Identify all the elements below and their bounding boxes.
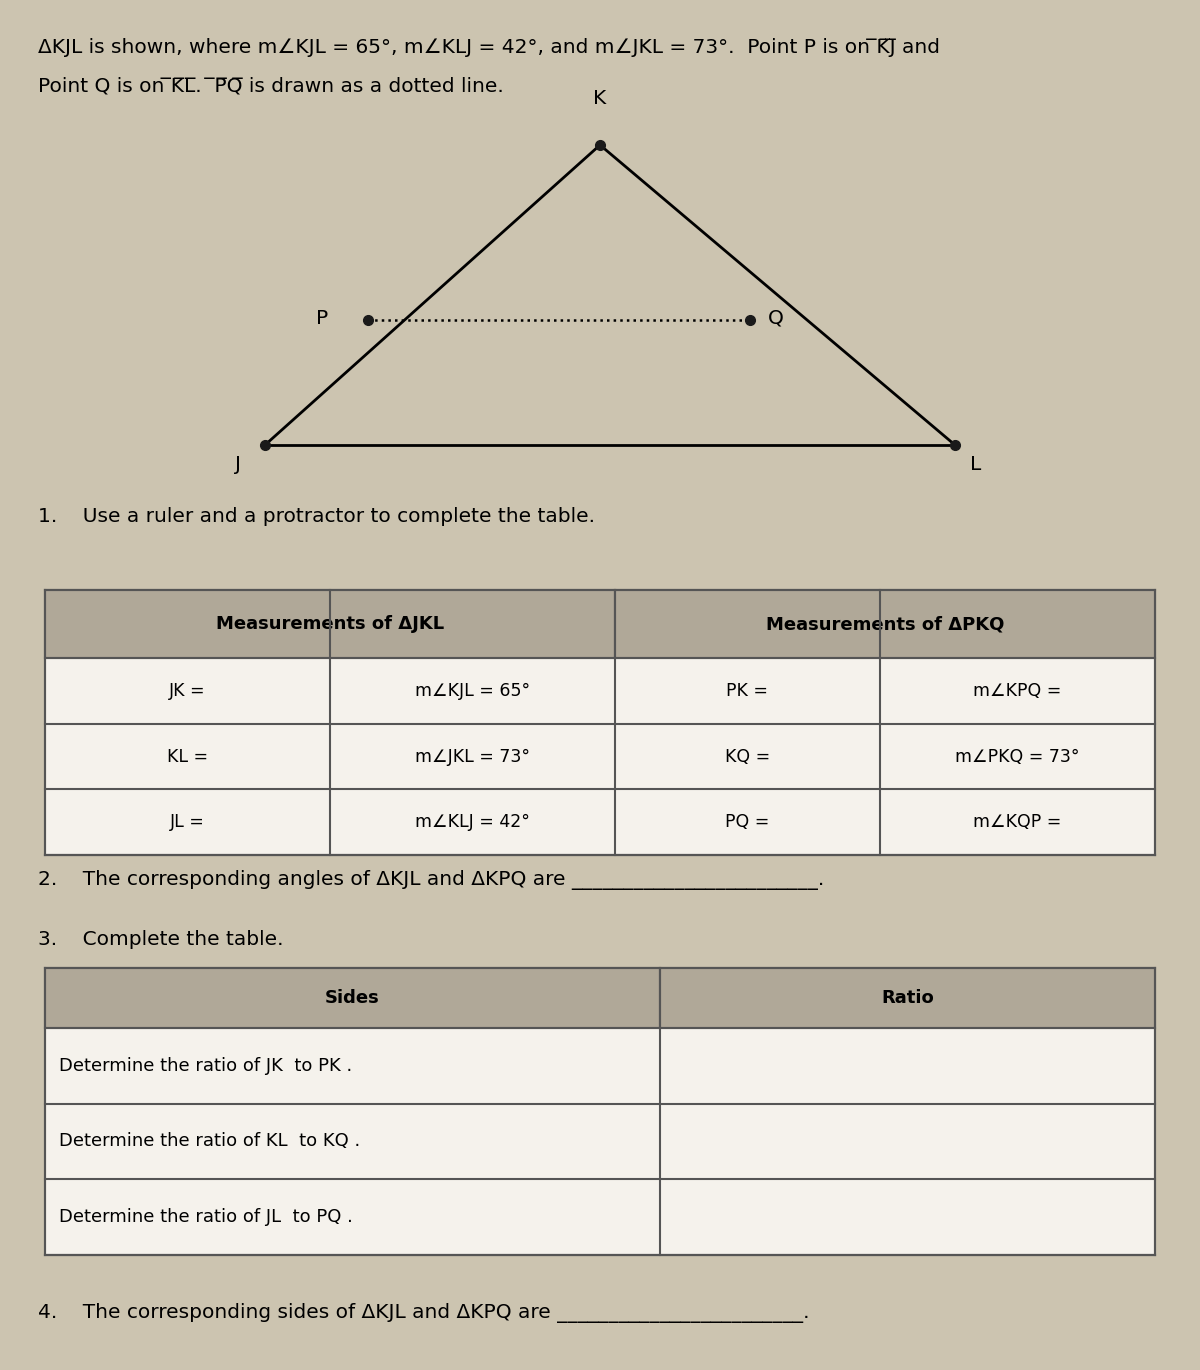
Text: KL =: KL = — [167, 748, 208, 766]
Text: PK =: PK = — [726, 682, 768, 700]
Text: Q: Q — [768, 308, 784, 327]
Text: 4.    The corresponding sides of ΔKJL and ΔKPQ are ________________________.: 4. The corresponding sides of ΔKJL and Δ… — [38, 1303, 810, 1323]
Text: L: L — [970, 455, 982, 474]
Text: ΔKJL is shown, where m∠KJL = 65°, m∠KLJ = 42°, and m∠JKL = 73°.  Point P is on ̅: ΔKJL is shown, where m∠KJL = 65°, m∠KLJ … — [38, 38, 940, 58]
Bar — [660, 969, 1154, 1028]
Bar — [46, 590, 616, 658]
Text: 2.    The corresponding angles of ΔKJL and ΔKPQ are ________________________.: 2. The corresponding angles of ΔKJL and … — [38, 870, 824, 891]
Text: J: J — [235, 455, 241, 474]
Text: Measurements of ΔJKL: Measurements of ΔJKL — [216, 615, 444, 633]
Text: Sides: Sides — [325, 989, 380, 1007]
Text: 1.    Use a ruler and a protractor to complete the table.: 1. Use a ruler and a protractor to compl… — [38, 507, 595, 526]
Text: K: K — [593, 89, 607, 108]
Text: JL =: JL = — [170, 814, 205, 832]
Text: Determine the ratio of JK  to PK .: Determine the ratio of JK to PK . — [59, 1056, 353, 1075]
Text: Measurements of ΔPKQ: Measurements of ΔPKQ — [766, 615, 1004, 633]
Text: Determine the ratio of JL  to PQ .: Determine the ratio of JL to PQ . — [59, 1208, 353, 1226]
Text: m∠KQP =: m∠KQP = — [973, 814, 1062, 832]
Text: JK =: JK = — [169, 682, 206, 700]
Bar — [46, 590, 1154, 855]
Text: m∠PKQ = 73°: m∠PKQ = 73° — [955, 748, 1080, 766]
Text: P: P — [316, 308, 328, 327]
Text: 3.    Complete the table.: 3. Complete the table. — [38, 930, 283, 949]
Bar — [46, 969, 660, 1028]
Text: Determine the ratio of KL  to KQ .: Determine the ratio of KL to KQ . — [59, 1133, 360, 1151]
Text: PQ =: PQ = — [725, 814, 769, 832]
Text: Ratio: Ratio — [881, 989, 934, 1007]
Bar — [46, 969, 1154, 1255]
Text: m∠KJL = 65°: m∠KJL = 65° — [415, 682, 530, 700]
Text: m∠KLJ = 42°: m∠KLJ = 42° — [415, 814, 530, 832]
Text: KQ =: KQ = — [725, 748, 770, 766]
Text: Point Q is on ̅K̅L̅.  ̅P̅Q̅ is drawn as a dotted line.: Point Q is on ̅K̅L̅. ̅P̅Q̅ is drawn as a… — [38, 75, 504, 95]
Bar — [616, 590, 1154, 658]
Text: m∠JKL = 73°: m∠JKL = 73° — [415, 748, 530, 766]
Text: m∠KPQ =: m∠KPQ = — [973, 682, 1062, 700]
